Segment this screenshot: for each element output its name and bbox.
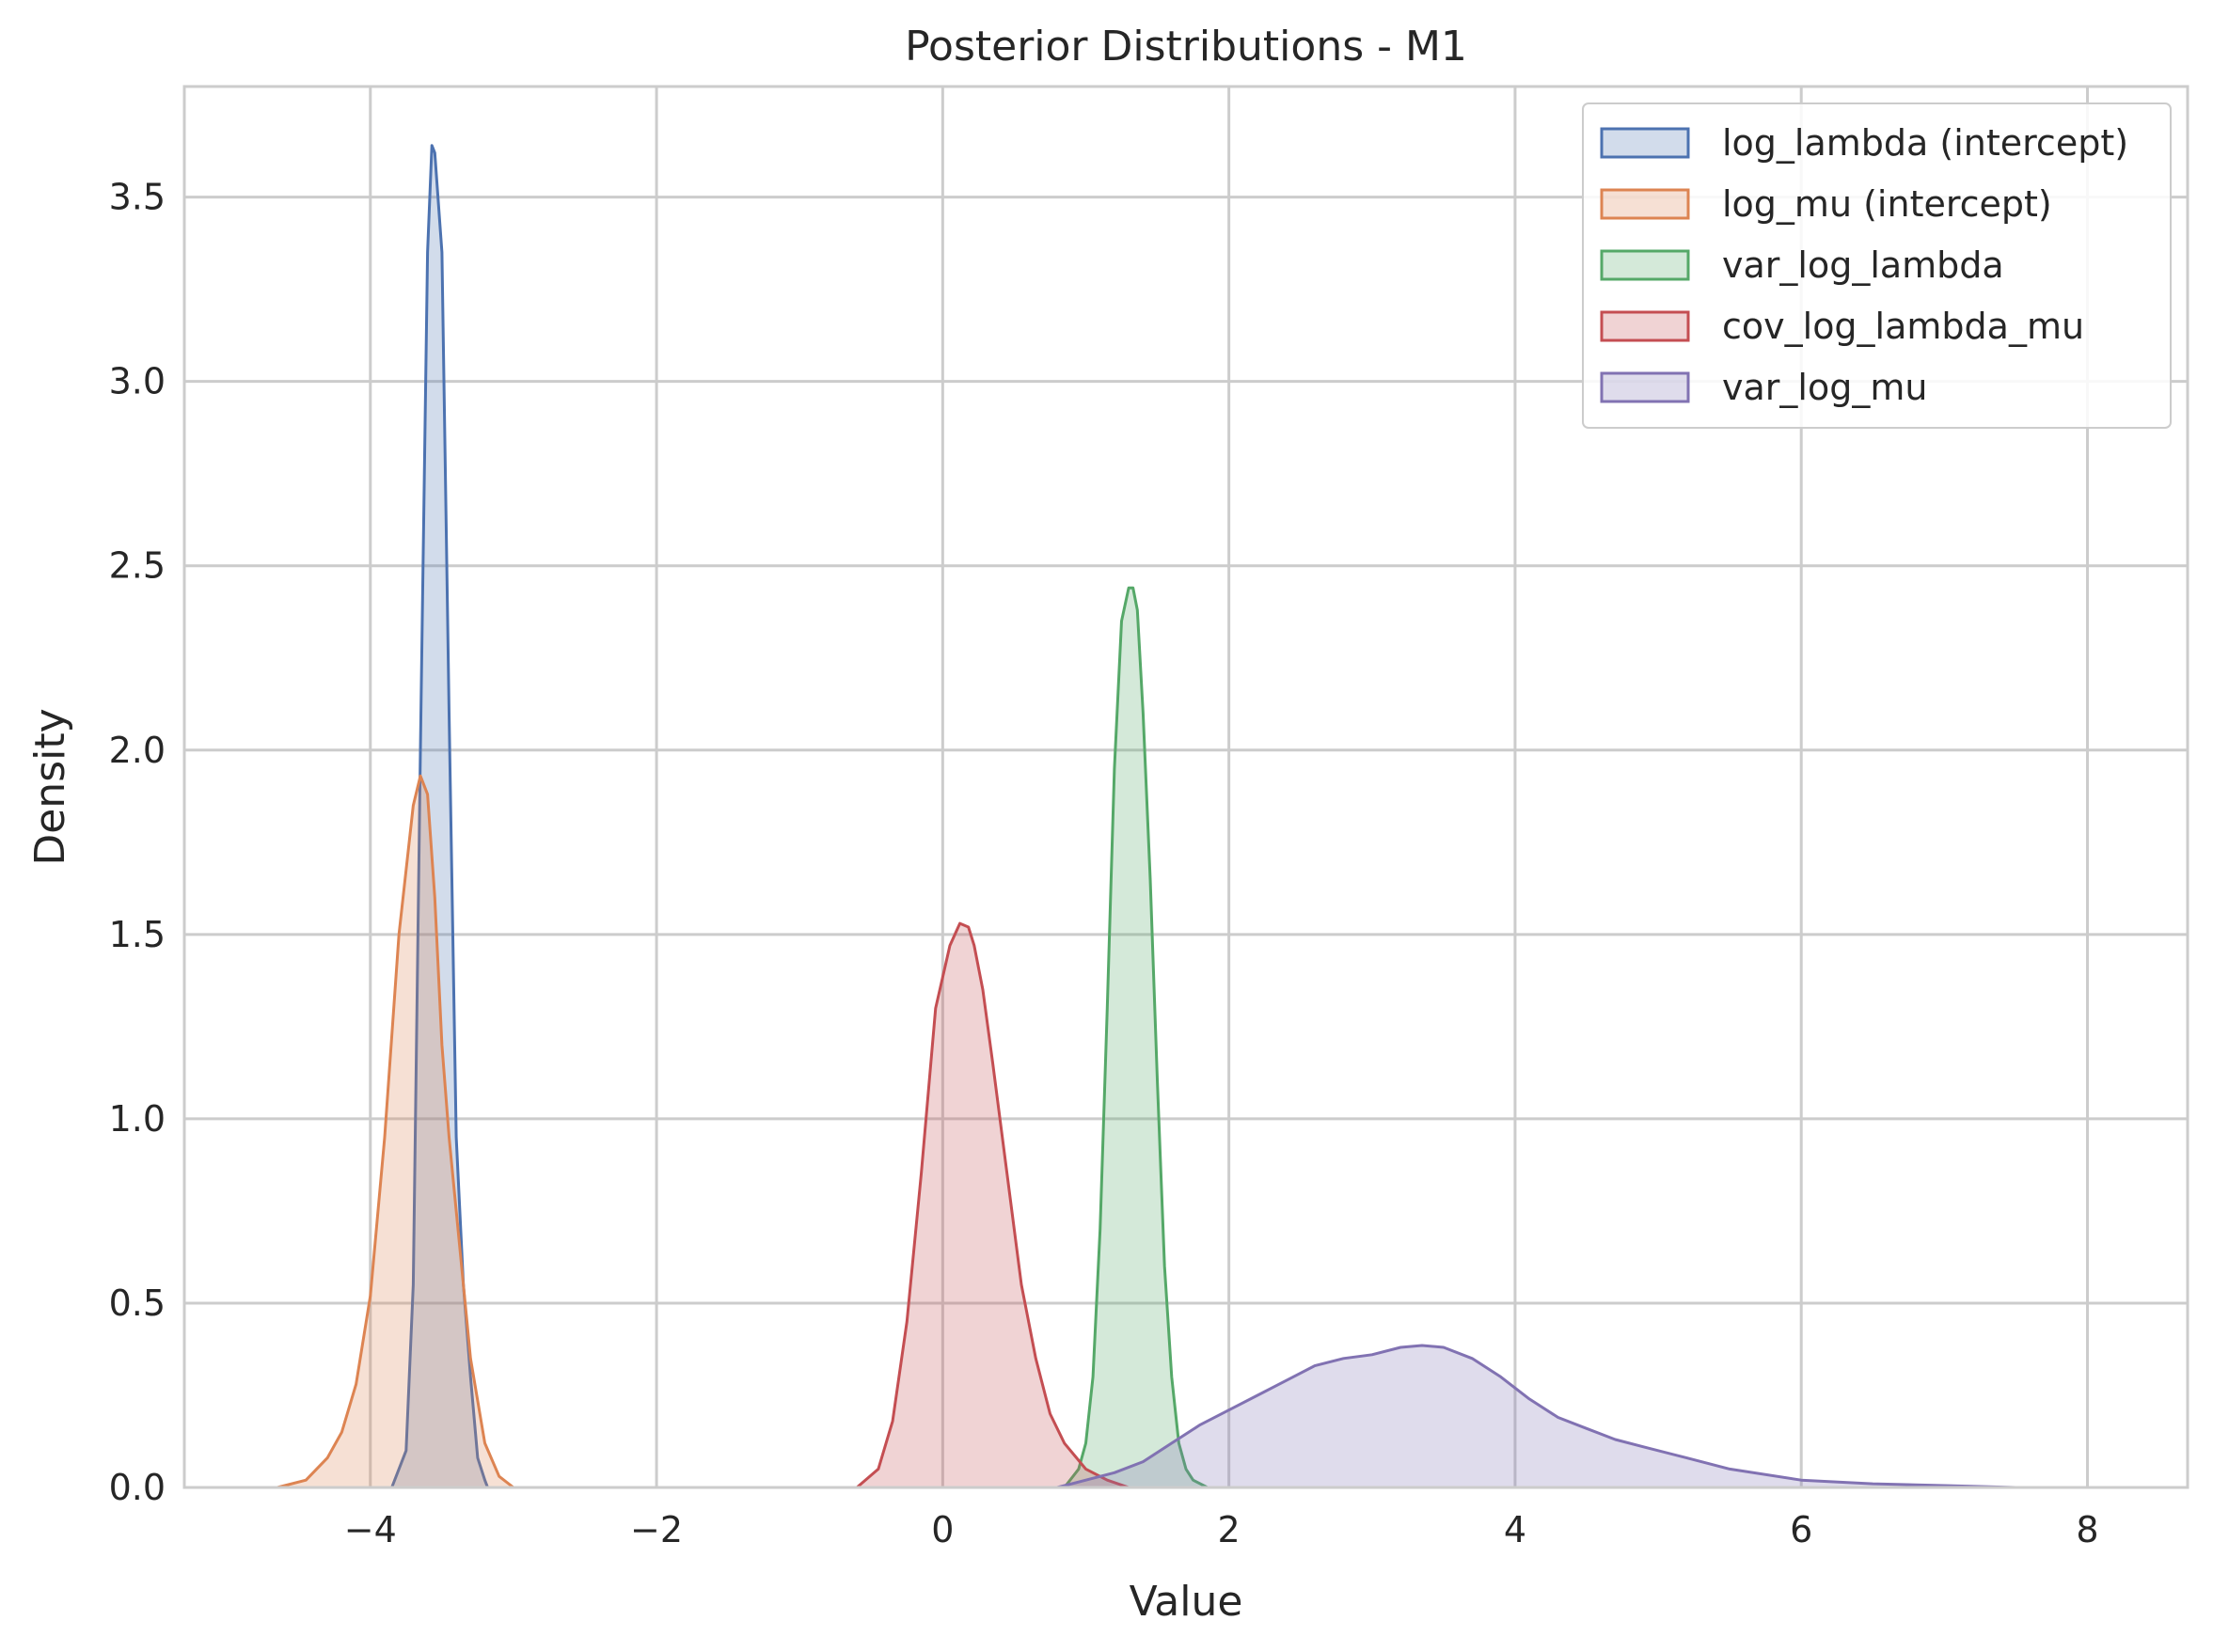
legend: log_lambda (intercept) log_mu (intercept)… [1582, 102, 2172, 429]
legend-swatch [1600, 371, 1690, 403]
density-areas [277, 144, 2088, 1489]
legend-swatch [1600, 310, 1690, 342]
y-tick-label: 3.0 [109, 361, 166, 402]
x-tick-label: 2 [1218, 1509, 1241, 1550]
density-line-1 [277, 774, 521, 1489]
legend-box [1582, 102, 2172, 429]
density-area-1 [277, 776, 521, 1487]
density-area-2 [1064, 588, 1222, 1487]
x-tick-label: 4 [1504, 1509, 1526, 1550]
legend-label: cov_log_lambda_mu [1722, 306, 2084, 347]
chart-title: Posterior Distributions - M1 [905, 23, 1467, 71]
y-tick-label: 0.0 [109, 1467, 166, 1508]
density-area-4 [1057, 1345, 2088, 1487]
y-tick-label: 0.5 [109, 1282, 166, 1324]
density-line-4 [1056, 1344, 2088, 1489]
x-tick-label: 8 [2076, 1509, 2098, 1550]
y-tick-label: 1.5 [109, 914, 166, 955]
x-tick-labels: −4 −2 0 2 4 6 8 [344, 1509, 2099, 1550]
y-tick-label: 3.5 [109, 177, 166, 218]
plot-frame [182, 85, 2189, 1489]
legend-label: var_log_lambda [1722, 244, 2004, 286]
legend-label: log_mu (intercept) [1722, 183, 2052, 225]
density-line-2 [1063, 586, 1222, 1489]
legend-label: log_lambda (intercept) [1722, 122, 2128, 164]
y-tick-label: 1.0 [109, 1098, 166, 1140]
legend-swatch [1600, 249, 1690, 281]
y-axis-label: Density [26, 708, 74, 865]
density-area-3 [857, 923, 1150, 1487]
legend-swatch [1600, 127, 1690, 159]
y-tick-label: 2.5 [109, 545, 166, 587]
x-axis-label: Value [1130, 1578, 1243, 1626]
x-tick-label: −2 [630, 1509, 683, 1550]
density-line-3 [856, 921, 1150, 1489]
x-tick-label: −4 [344, 1509, 397, 1550]
y-tick-label: 2.0 [109, 730, 166, 771]
x-tick-label: 6 [1790, 1509, 1812, 1550]
y-tick-labels: 0.0 0.5 1.0 1.5 2.0 2.5 3.0 3.5 [109, 177, 166, 1508]
density-line-0 [390, 144, 489, 1488]
legend-label: var_log_mu [1722, 367, 1927, 408]
x-tick-label: 0 [931, 1509, 954, 1550]
legend-swatch [1600, 188, 1690, 220]
